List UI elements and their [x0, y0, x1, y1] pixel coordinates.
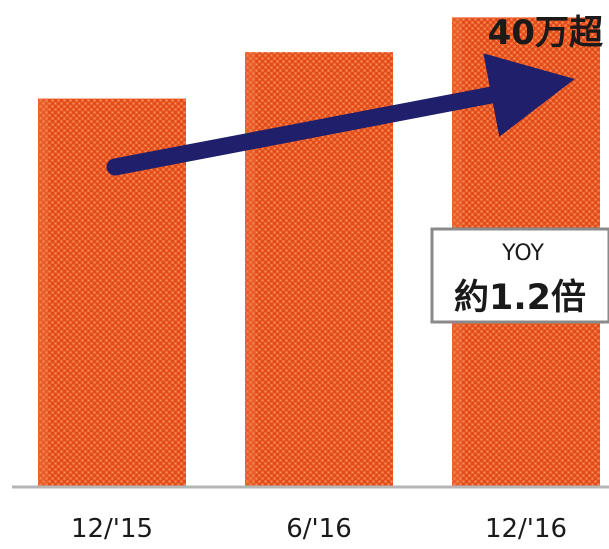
x-tick-label-1: 6/'16 — [286, 514, 352, 544]
yoy-callout-value: 約1.2倍 — [454, 278, 586, 318]
x-tick-label-2: 12/'16 — [485, 514, 567, 544]
x-tick-label-0: 12/'15 — [71, 514, 153, 544]
yoy-callout-title: YOY — [501, 241, 544, 266]
top-annotation-label: 40万超 — [488, 13, 604, 53]
trend-arrow — [106, 53, 575, 176]
yoy-callout: YOY 約1.2倍 — [430, 227, 609, 324]
yoy-callout-box — [430, 227, 609, 324]
bar-highlight-0 — [38, 98, 48, 488]
bar-highlight-1 — [245, 52, 255, 488]
